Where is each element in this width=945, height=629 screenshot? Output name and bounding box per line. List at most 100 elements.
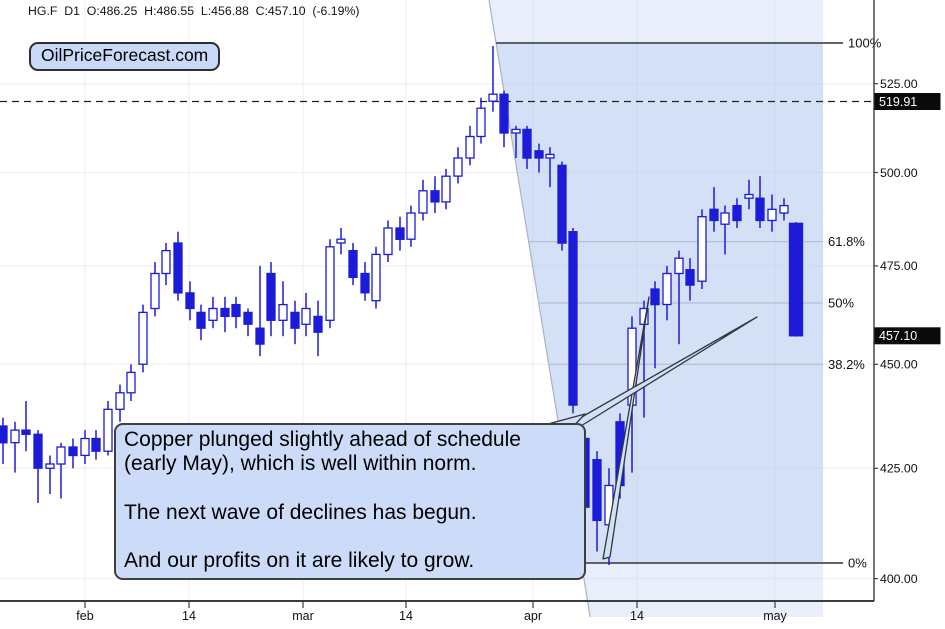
fib-level-label: 38.2%	[828, 357, 865, 372]
pointer-line-to-recovery-high[interactable]	[602, 296, 650, 560]
candle	[522, 125, 532, 169]
time-tick-label: mar	[292, 609, 314, 623]
candle	[325, 239, 335, 329]
candles	[0, 46, 804, 565]
candle	[779, 198, 789, 221]
fib-level-label: 61.8%	[828, 234, 865, 249]
candle	[511, 125, 521, 158]
candle	[196, 304, 206, 341]
price-badge-label: 519.91	[879, 95, 917, 109]
candle	[115, 384, 125, 422]
candle	[697, 209, 707, 289]
candle	[220, 296, 230, 333]
annotation-line: And our profits on it are likely to grow…	[124, 549, 475, 573]
price-tick-label: 400.00	[880, 572, 918, 586]
candle	[755, 176, 765, 228]
candle	[744, 179, 754, 210]
candle	[406, 205, 416, 247]
candle	[674, 250, 684, 345]
candle	[395, 216, 405, 251]
annotation-line: The next wave of declines has begun.	[124, 500, 477, 524]
candle	[243, 308, 253, 337]
candle	[545, 147, 555, 188]
time-tick-label: apr	[524, 609, 542, 623]
candle	[33, 430, 43, 503]
candle	[91, 430, 101, 460]
price-tick-label: 475.00	[880, 259, 918, 273]
candle	[278, 281, 288, 337]
candle	[488, 46, 498, 112]
candle	[720, 205, 730, 255]
annotation-line: (early May), which is well within norm.	[124, 452, 477, 476]
candle	[336, 228, 346, 255]
fib-level-label: 0%	[848, 556, 867, 571]
symbol-ohlc-header: HG.F D1 O:486.25 H:486.55 L:456.88 C:457…	[28, 4, 360, 18]
candle	[208, 296, 218, 329]
candle	[173, 231, 183, 301]
axes[interactable]: feb 14 mar 14 apr 14 may 525.00 500.00 475.00 450.…	[0, 0, 918, 623]
candle	[255, 265, 265, 357]
time-tick-label: may	[763, 609, 787, 623]
candle	[290, 300, 300, 345]
candle	[80, 430, 90, 464]
candle	[138, 304, 148, 373]
time-tick-label: 14	[182, 609, 196, 623]
price-badge	[874, 327, 941, 345]
candle	[0, 417, 8, 464]
candle	[767, 194, 777, 232]
candle	[592, 451, 602, 552]
watermark-badge: OilPriceForecast.com	[29, 42, 221, 71]
candle	[348, 243, 358, 286]
candle	[10, 421, 20, 473]
candle	[371, 246, 381, 309]
candle	[418, 179, 428, 221]
candle	[499, 90, 509, 148]
candle	[150, 262, 160, 317]
price-tick-label: 450.00	[880, 358, 918, 372]
candle	[383, 220, 393, 262]
price-tick-label: 425.00	[880, 462, 918, 476]
candle	[161, 243, 171, 286]
candle	[360, 262, 370, 301]
candle	[453, 147, 463, 184]
price-badge-label: 457.10	[879, 329, 917, 343]
fib-level-label: 50%	[828, 296, 854, 311]
candle	[732, 198, 742, 228]
candle	[557, 161, 567, 251]
annotation-line	[124, 525, 576, 549]
candle	[430, 176, 440, 213]
annotation-line: Copper plunged slightly ahead of schedul…	[124, 428, 521, 451]
time-tick-label: feb	[76, 609, 93, 623]
candle	[685, 258, 695, 301]
price-badge	[874, 93, 941, 110]
candle	[56, 442, 66, 499]
candle	[476, 97, 486, 144]
candle	[126, 364, 136, 401]
candle	[313, 300, 323, 357]
time-tick-label: 14	[399, 609, 413, 623]
candle	[788, 222, 804, 337]
price-tick-label: 525.00	[880, 77, 918, 91]
price-tick-label: 500.00	[880, 166, 918, 180]
fib-level-label: 100%	[848, 36, 882, 51]
candle	[266, 262, 276, 337]
candle	[21, 401, 31, 452]
candle	[568, 228, 578, 414]
candle	[465, 125, 475, 166]
candle	[185, 281, 195, 321]
candle	[662, 265, 672, 321]
candle	[709, 187, 719, 232]
candle	[231, 296, 241, 329]
candle	[301, 292, 311, 337]
candle	[45, 455, 55, 495]
candle	[103, 401, 113, 456]
annotation-note[interactable]: Copper plunged slightly ahead of schedul…	[114, 423, 586, 580]
fib-retracement[interactable]: 100% 61.8% 50% 38.2% 0%	[496, 36, 882, 571]
candle	[534, 143, 544, 173]
candle	[441, 168, 451, 210]
annotation-line	[124, 477, 576, 501]
candle	[650, 281, 660, 369]
price-badges: 519.91 457.10	[874, 93, 941, 345]
